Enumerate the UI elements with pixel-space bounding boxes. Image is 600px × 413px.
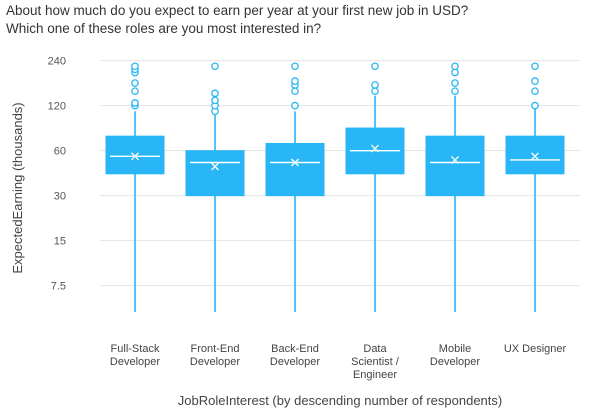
iqr-box	[505, 135, 565, 175]
mean-marker	[211, 162, 219, 171]
x-category-label-line: Back-End	[271, 343, 319, 355]
chart-title-line-2: Which one of these roles are you most in…	[6, 21, 322, 36]
mean-marker	[131, 152, 139, 161]
box-ux-designer	[505, 62, 565, 312]
x-category-label: Mobile Developer	[430, 343, 480, 368]
outlier-point	[131, 87, 139, 96]
outlier-point	[131, 62, 139, 71]
outlier-point	[291, 62, 299, 71]
outlier-point	[451, 68, 459, 77]
outlier-point	[451, 79, 459, 87]
y-tick-label: 15	[54, 236, 66, 248]
outlier-point	[371, 62, 379, 71]
x-category-label-line: Developer	[190, 356, 240, 368]
x-category-label-line: Mobile	[439, 343, 471, 355]
mean-marker	[531, 152, 539, 161]
y-tick-label: 240	[48, 56, 66, 68]
outlier-point	[211, 96, 219, 105]
outlier-point	[531, 101, 539, 110]
x-category-label-line: Full-Stack	[111, 343, 160, 355]
chart-title: About how much do you expect to earn per…	[6, 2, 468, 38]
box-mobile-developer	[425, 62, 485, 312]
x-category-label-line: Data	[363, 343, 387, 355]
box-plots	[105, 62, 565, 312]
box-full-stack-developer	[105, 62, 165, 312]
mean-marker	[291, 158, 299, 167]
outlier-point	[291, 101, 299, 110]
outlier-point	[371, 81, 379, 89]
x-category-label-line: Developer	[110, 356, 160, 368]
x-category-label-line: Scientist /	[351, 356, 400, 368]
y-tick-label: 7.5	[51, 281, 66, 293]
x-axis-label: JobRoleInterest (by descending number of…	[178, 393, 502, 408]
x-category-label-line: Developer	[430, 356, 480, 368]
x-category-label: UX Designer	[504, 343, 567, 355]
y-axis-label: ExpectedEarning (thousands)	[10, 102, 25, 273]
outlier-point	[531, 87, 539, 96]
outlier-point	[371, 87, 379, 96]
box-front-end-developer	[185, 62, 245, 312]
x-category-label-line: Front-End	[191, 343, 240, 355]
x-category-label: Full-Stack Developer	[110, 343, 160, 368]
chart-title-line-1: About how much do you expect to earn per…	[6, 3, 469, 18]
box-back-end-developer	[265, 62, 325, 312]
x-category-label: Back-End Developer	[270, 343, 320, 368]
outlier-point	[291, 77, 299, 86]
x-category-label: Front-End Developer	[190, 343, 240, 368]
outlier-point	[211, 89, 219, 98]
outlier-point	[531, 77, 539, 86]
box-data-scientist-engineer	[345, 62, 405, 312]
outlier-point	[211, 62, 219, 71]
outlier-point	[131, 99, 139, 107]
iqr-box	[105, 135, 165, 175]
mean-marker	[451, 155, 459, 164]
x-category-label-line: Engineer	[353, 369, 397, 381]
outlier-point	[131, 79, 139, 87]
outlier-point	[451, 62, 459, 71]
iqr-box	[425, 135, 485, 197]
x-category-label-line: Developer	[270, 356, 320, 368]
iqr-box	[265, 142, 325, 197]
outlier-point	[531, 62, 539, 71]
y-axis-ticks: 7.5 15 30 60 120 240	[48, 56, 66, 293]
mean-marker	[371, 144, 379, 153]
gridlines	[100, 60, 580, 287]
outlier-point	[291, 87, 299, 96]
y-tick-label: 30	[54, 191, 66, 203]
x-category-label: Data Scientist / Engineer	[351, 343, 400, 381]
iqr-box	[185, 150, 245, 197]
outlier-point	[451, 87, 459, 96]
x-category-label-line: UX Designer	[504, 343, 567, 355]
y-tick-label: 60	[54, 146, 66, 158]
y-tick-label: 120	[48, 101, 66, 113]
